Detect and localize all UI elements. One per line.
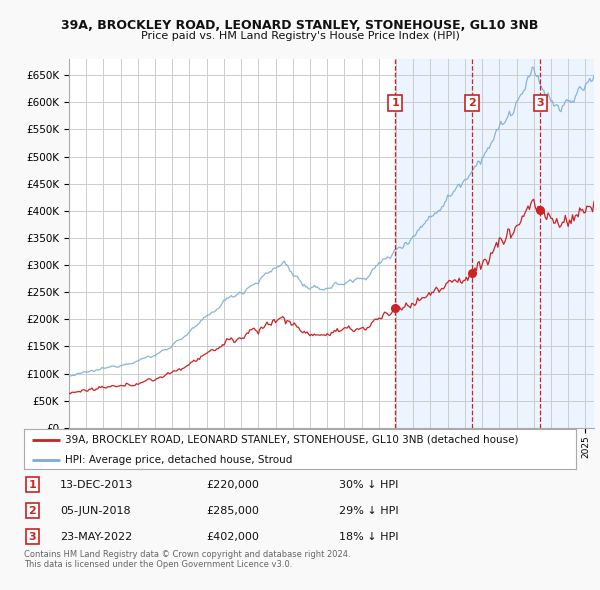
Text: 05-JUN-2018: 05-JUN-2018: [60, 506, 131, 516]
Text: 30% ↓ HPI: 30% ↓ HPI: [338, 480, 398, 490]
Text: 18% ↓ HPI: 18% ↓ HPI: [338, 532, 398, 542]
Bar: [395, 59, 594, 428]
Text: 2: 2: [28, 506, 36, 516]
Text: Price paid vs. HM Land Registry's House Price Index (HPI): Price paid vs. HM Land Registry's House …: [140, 31, 460, 41]
Text: 23-MAY-2022: 23-MAY-2022: [60, 532, 132, 542]
Text: 1: 1: [28, 480, 36, 490]
Text: 39A, BROCKLEY ROAD, LEONARD STANLEY, STONEHOUSE, GL10 3NB (detached house): 39A, BROCKLEY ROAD, LEONARD STANLEY, STO…: [65, 435, 519, 445]
Text: 3: 3: [536, 99, 544, 108]
Text: HPI: Average price, detached house, Stroud: HPI: Average price, detached house, Stro…: [65, 455, 293, 465]
Text: Contains HM Land Registry data © Crown copyright and database right 2024.
This d: Contains HM Land Registry data © Crown c…: [24, 550, 350, 569]
Text: 2: 2: [469, 99, 476, 108]
Text: £220,000: £220,000: [206, 480, 259, 490]
Text: £402,000: £402,000: [206, 532, 259, 542]
Text: 29% ↓ HPI: 29% ↓ HPI: [338, 506, 398, 516]
Text: 3: 3: [28, 532, 36, 542]
Text: £285,000: £285,000: [206, 506, 259, 516]
Text: 39A, BROCKLEY ROAD, LEONARD STANLEY, STONEHOUSE, GL10 3NB: 39A, BROCKLEY ROAD, LEONARD STANLEY, STO…: [61, 19, 539, 32]
Text: 13-DEC-2013: 13-DEC-2013: [60, 480, 133, 490]
Text: 1: 1: [391, 99, 399, 108]
